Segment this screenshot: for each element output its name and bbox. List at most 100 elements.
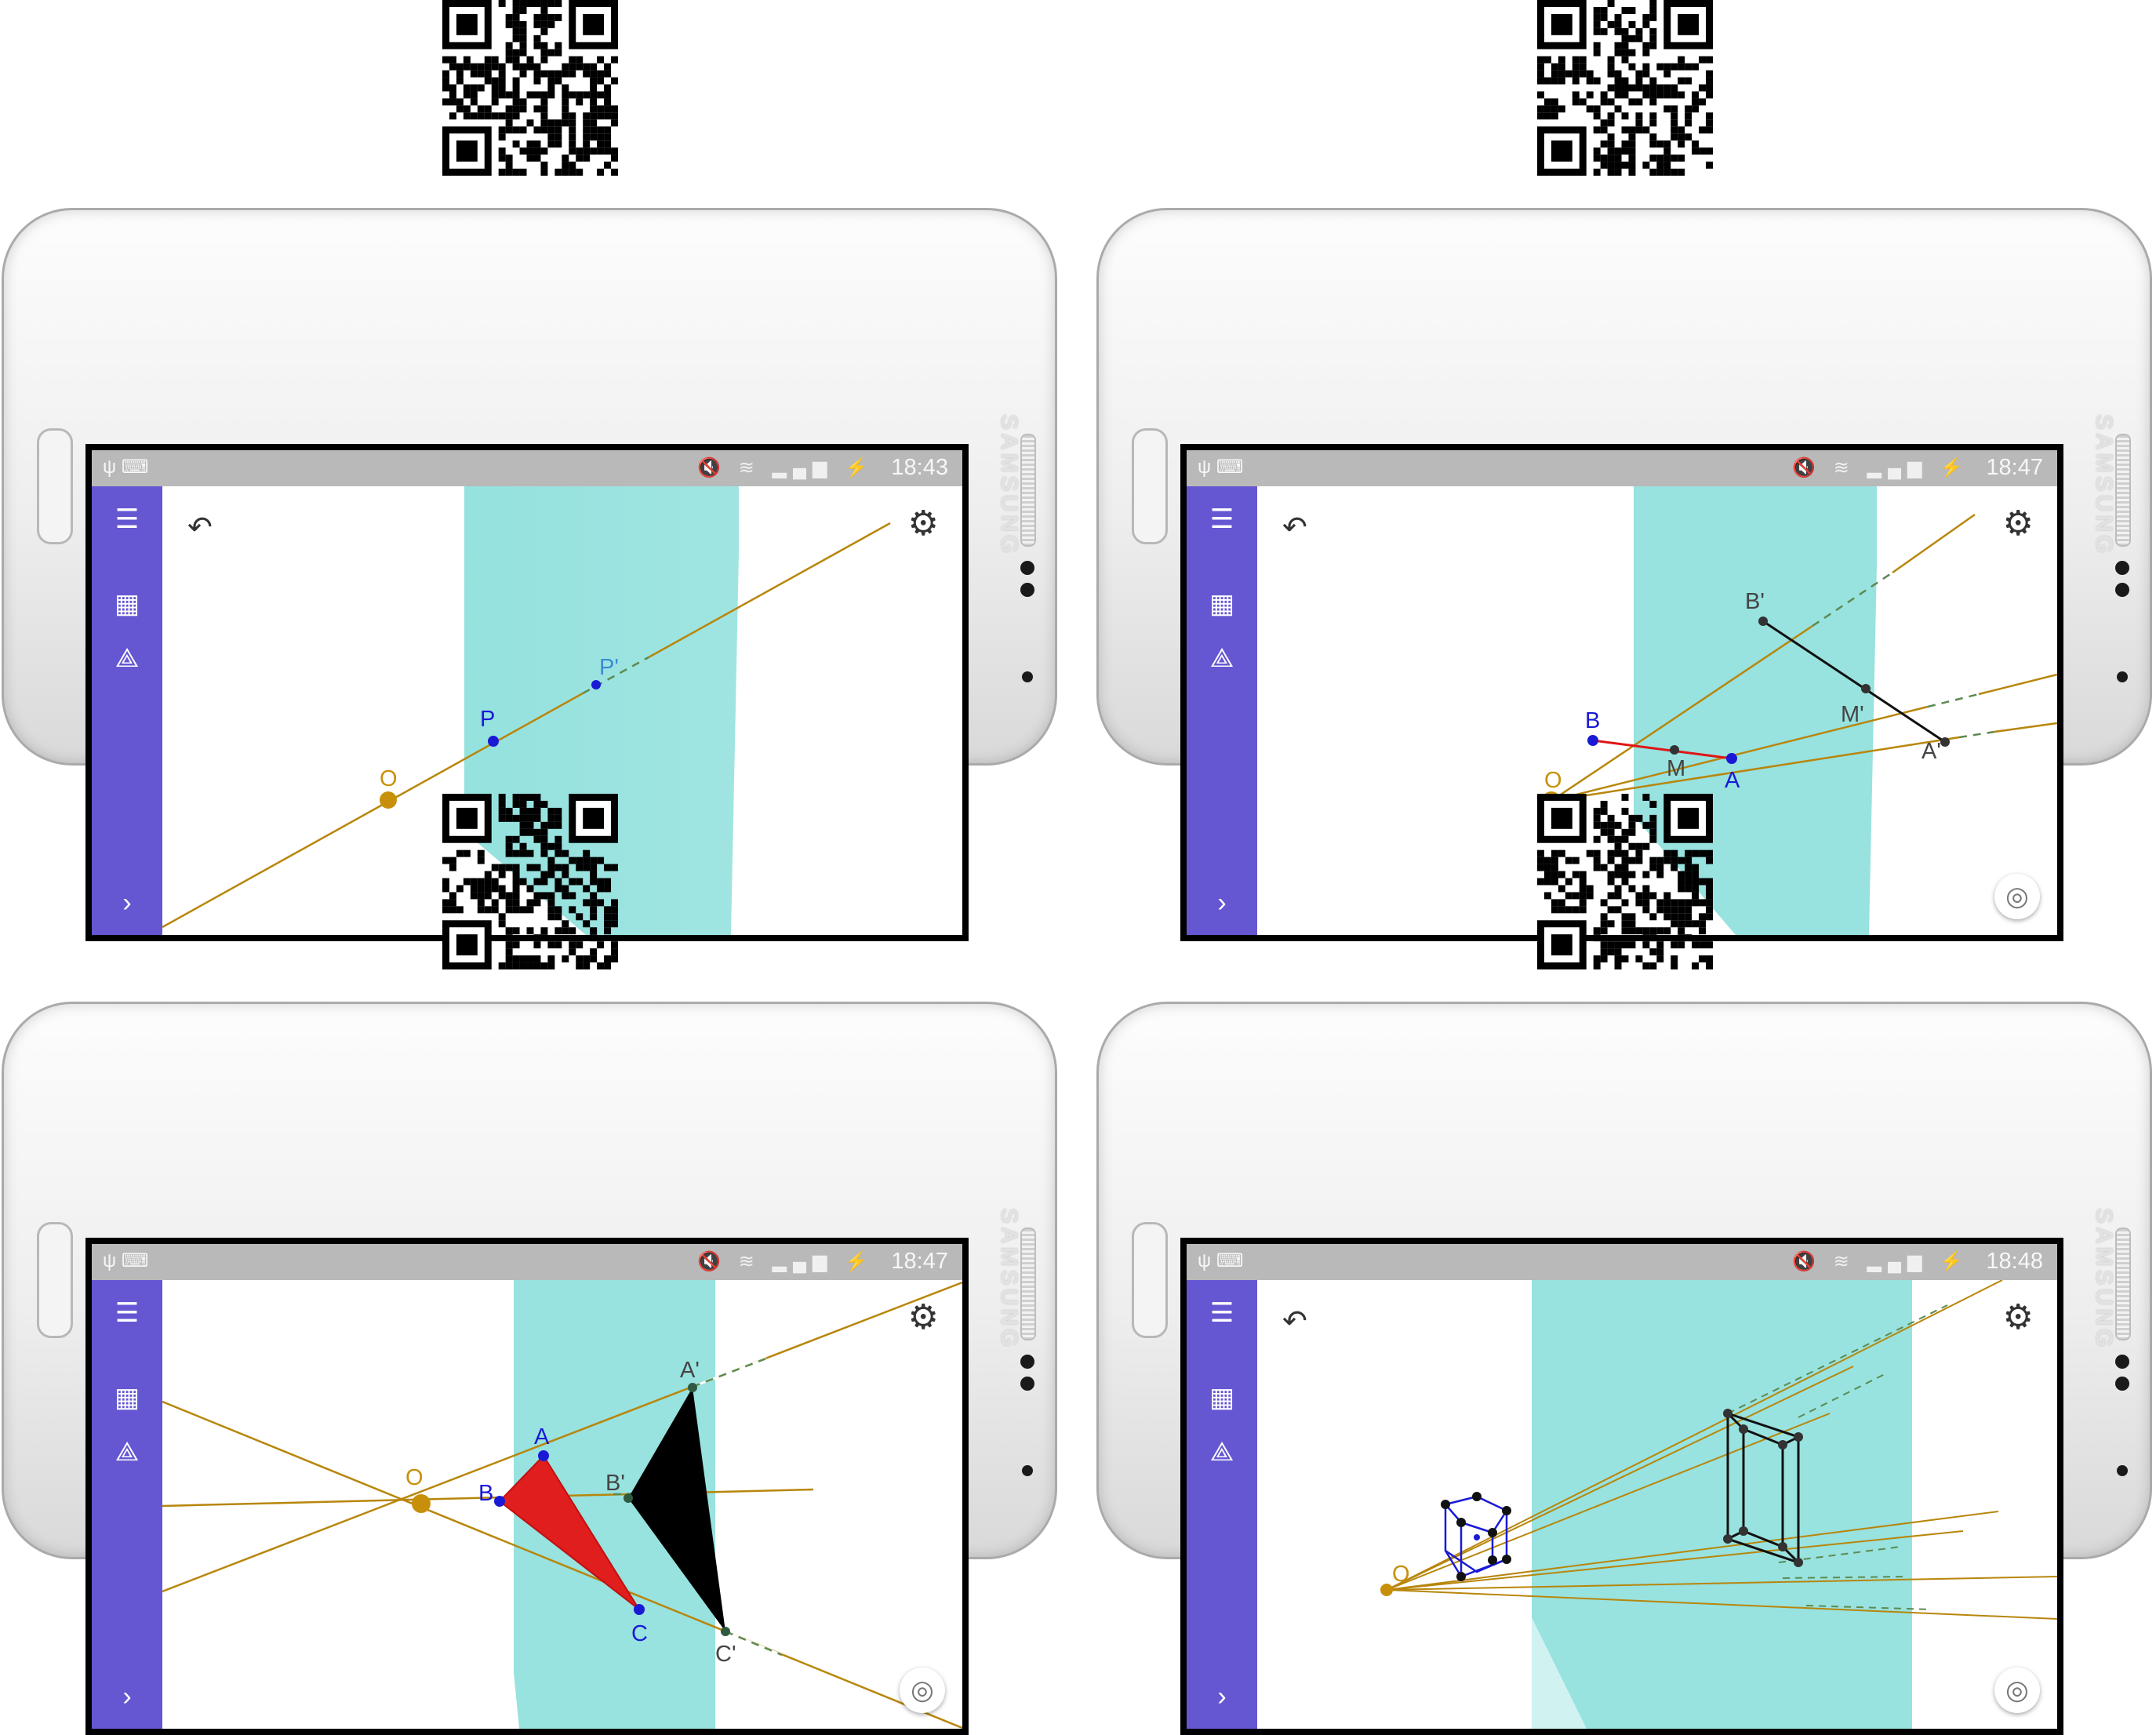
brand-label: SAMSUNG	[996, 414, 1022, 557]
ray-OM-hidden	[1927, 693, 1980, 708]
gear-icon[interactable]: ⚙	[2002, 504, 2034, 543]
ray-OB	[1551, 624, 1813, 802]
status-time: 18:47	[891, 1249, 948, 1274]
usb-icon: ψ ⌨	[1198, 1250, 1244, 1271]
phone-frame: SAMSUNG ψ ⌨ 🔇 ≋ ▂▄▆ ⚡ 18:48 ☰ ▦ ⟁ ›	[1096, 1002, 2152, 1735]
sidebar: ☰ ▦ ⟁ ›	[1187, 486, 1257, 935]
label-P-image: P'	[599, 655, 619, 680]
undo-icon[interactable]: ↶	[1282, 1305, 1307, 1338]
ray	[162, 692, 584, 929]
front-camera	[2115, 561, 2129, 575]
status-time: 18:48	[1986, 1249, 2043, 1274]
point-O[interactable]	[412, 1494, 431, 1513]
screen: ψ ⌨ 🔇 ≋ ▂▄▆ ⚡ 18:48 ☰ ▦ ⟁ ›	[1180, 1238, 2063, 1735]
status-time: 18:43	[891, 455, 948, 480]
speaker-grille	[2115, 434, 2131, 547]
menu-icon[interactable]: ☰	[1209, 504, 1234, 534]
home-button[interactable]	[37, 428, 73, 544]
geometry-tools-icon[interactable]: ⟁	[1209, 1437, 1234, 1467]
gear-icon[interactable]: ⚙	[907, 1298, 939, 1337]
usb-icon: ψ ⌨	[103, 1250, 149, 1271]
home-button[interactable]	[1132, 1222, 1168, 1338]
chevron-right-icon[interactable]: ›	[1217, 888, 1227, 918]
label-B-image: B'	[1745, 589, 1765, 614]
undo-icon[interactable]: ↶	[187, 511, 213, 544]
point-P[interactable]	[488, 736, 499, 747]
geometry-tools-icon[interactable]: ⟁	[1209, 643, 1234, 673]
qr-code-icon	[442, 794, 618, 969]
point-C-image[interactable]	[721, 1627, 730, 1636]
ray-OA-hidden	[1958, 730, 1995, 739]
point-B-image[interactable]	[624, 1493, 633, 1503]
sensor	[2115, 583, 2129, 597]
point-M-image[interactable]	[1861, 684, 1871, 693]
graphics-view[interactable]: O A B C A' B' C' ⚙ ◎	[162, 1280, 962, 1729]
point-O[interactable]	[380, 791, 397, 809]
point-B[interactable]	[494, 1496, 505, 1507]
panel-4: SAMSUNG ψ ⌨ 🔇 ≋ ▂▄▆ ⚡ 18:48 ☰ ▦ ⟁ ›	[1095, 794, 2156, 1735]
cube-center[interactable]	[1474, 1534, 1480, 1540]
panel-2: SAMSUNG ψ ⌨ 🔇 ≋ ▂▄▆ ⚡ 18:47 ☰ ▦ ⟁ ›	[1095, 0, 2156, 941]
ray-OA-back	[1994, 722, 2057, 733]
locate-icon[interactable]: ◎	[1994, 874, 2040, 919]
geometry-tools-icon[interactable]: ⟁	[115, 643, 140, 673]
label-O: O	[405, 1465, 424, 1490]
home-button[interactable]	[1132, 428, 1168, 544]
calculator-icon[interactable]: ▦	[1209, 589, 1235, 619]
point-P-image[interactable]	[591, 680, 601, 689]
locate-icon[interactable]: ◎	[1994, 1668, 2040, 1713]
front-camera	[1020, 1355, 1034, 1369]
construction-svg-3[interactable]: O A B C A' B' C'	[162, 1280, 962, 1729]
home-button[interactable]	[37, 1222, 73, 1338]
sidebar: ☰ ▦ ⟁ ›	[92, 486, 162, 935]
gear-icon[interactable]: ⚙	[2002, 1298, 2034, 1337]
menu-icon[interactable]: ☰	[1209, 1298, 1234, 1328]
point-B[interactable]	[1587, 735, 1598, 746]
gear-icon[interactable]: ⚙	[907, 504, 939, 543]
point-M[interactable]	[1670, 745, 1679, 755]
sensor	[1020, 1377, 1034, 1391]
sensor-dot	[2117, 1465, 2128, 1476]
brand-label: SAMSUNG	[2091, 1208, 2117, 1351]
segment-AB	[1592, 739, 1732, 760]
point-C[interactable]	[634, 1604, 645, 1615]
segment-AB-image	[1762, 620, 1946, 744]
sidebar: ☰ ▦ ⟁ ›	[1187, 1280, 1257, 1729]
speaker-grille	[1020, 1228, 1036, 1340]
chevron-right-icon[interactable]: ›	[122, 888, 132, 918]
sensor	[1020, 583, 1034, 597]
graphics-view[interactable]: O ↶ ⚙ ◎	[1257, 1280, 2057, 1729]
label-B: B	[1585, 708, 1600, 733]
menu-icon[interactable]: ☰	[115, 504, 140, 534]
panel-3: SAMSUNG ψ ⌨ 🔇 ≋ ▂▄▆ ⚡ 18:47 ☰ ▦ ⟁ ›	[0, 794, 1078, 1735]
calculator-icon[interactable]: ▦	[1209, 1383, 1235, 1413]
point-O[interactable]	[1380, 1584, 1393, 1596]
ray-OM-back	[1978, 673, 2057, 696]
point-A-image[interactable]	[1940, 737, 1950, 747]
ray-OB-back	[1892, 513, 1976, 574]
chevron-right-icon[interactable]: ›	[1217, 1682, 1227, 1711]
label-O: O	[1544, 768, 1562, 793]
calculator-icon[interactable]: ▦	[114, 589, 140, 619]
status-time: 18:47	[1986, 455, 2043, 480]
menu-icon[interactable]: ☰	[115, 1298, 140, 1328]
calculator-icon[interactable]: ▦	[114, 1383, 140, 1413]
construction-svg-4[interactable]: O	[1257, 1280, 2057, 1729]
sensor-dot	[1022, 1465, 1033, 1476]
phone-frame: SAMSUNG ψ ⌨ 🔇 ≋ ▂▄▆ ⚡ 18:47 ☰ ▦ ⟁ ›	[2, 1002, 1057, 1735]
point-B-image[interactable]	[1758, 617, 1768, 626]
point-A[interactable]	[538, 1450, 549, 1461]
point-A-image[interactable]	[688, 1383, 697, 1392]
locate-icon[interactable]: ◎	[900, 1668, 945, 1713]
point-A[interactable]	[1726, 753, 1737, 764]
ray-OB-hidden	[1812, 571, 1893, 627]
undo-icon[interactable]: ↶	[1282, 511, 1307, 544]
geometry-tools-icon[interactable]: ⟁	[115, 1437, 140, 1467]
ray-OA	[1551, 736, 1960, 802]
ray-hidden	[582, 656, 649, 695]
label-C-image: C'	[715, 1642, 736, 1667]
chevron-right-icon[interactable]: ›	[122, 1682, 132, 1711]
label-M-image: M'	[1841, 702, 1864, 727]
status-icons: 🔇 ≋ ▂▄▆ ⚡	[1792, 1251, 1969, 1272]
phone-frame: SAMSUNG ψ ⌨ 🔇 ≋ ▂▄▆ ⚡ 18:47 ☰ ▦ ⟁ ›	[1096, 208, 2152, 941]
